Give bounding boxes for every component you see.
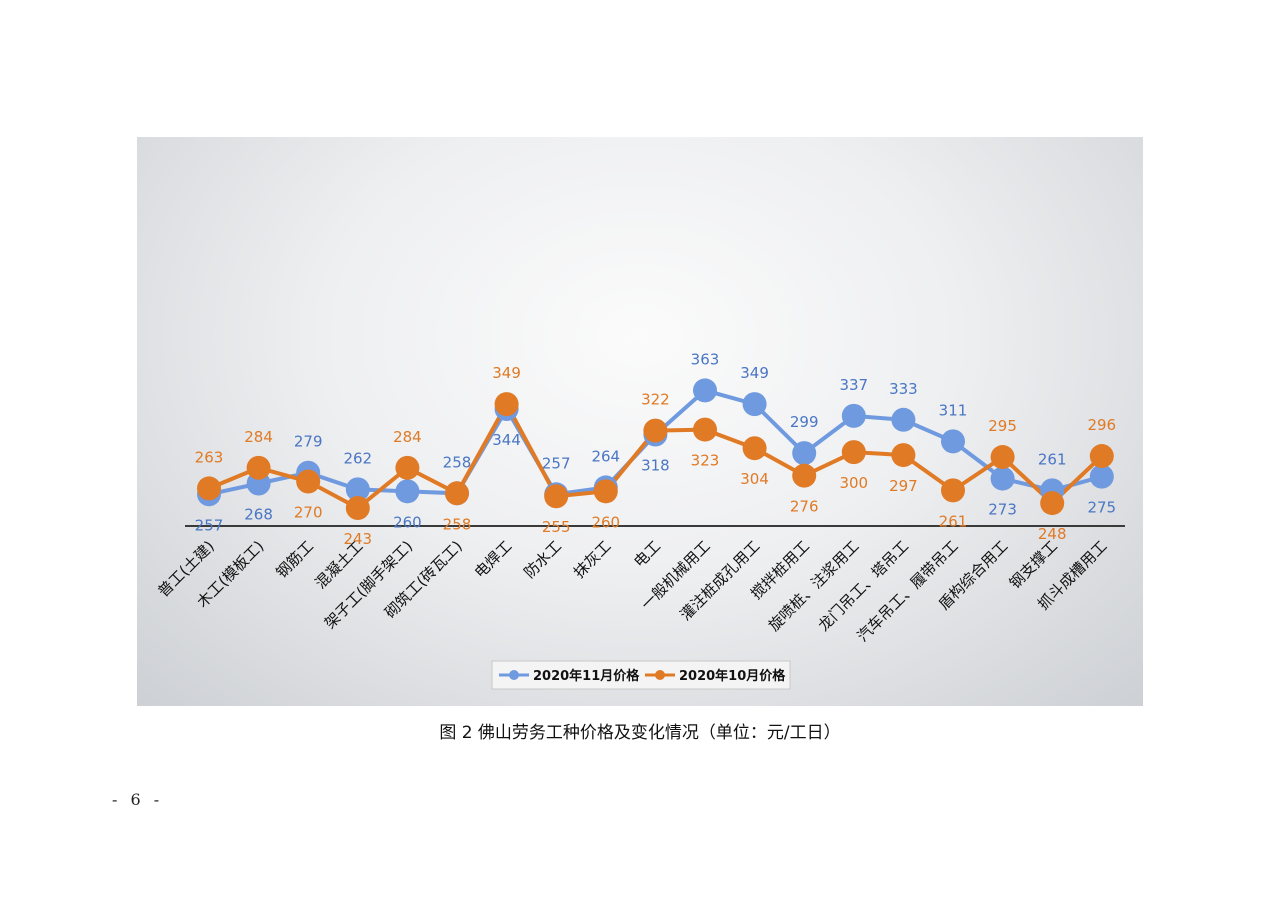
data-label-oct: 295 [988,417,1017,435]
data-label-nov: 311 [939,401,968,419]
legend-label-oct: 2020年10月价格 [679,668,786,684]
data-point-nov [693,378,717,403]
data-label-oct: 322 [641,391,670,409]
legend-box [491,660,791,690]
data-point-nov [941,429,965,454]
data-label-oct: 248 [1038,525,1067,543]
data-point-oct [494,392,519,417]
legend-label-nov: 2020年11月价格 [533,668,640,684]
data-label-nov: 279 [294,433,323,451]
data-label-oct: 304 [740,470,769,488]
data-point-oct [395,455,420,480]
data-label-nov: 257 [542,454,571,472]
data-label-oct: 284 [244,428,273,446]
chart-panel: 普工(土建) 木工(模板工) 钢筋工 混凝土工 架子工(脚手架工) 砌筑工(砖瓦工) 电焊工… [137,137,1143,706]
data-point-oct [693,417,717,442]
data-label-oct: 349 [492,364,521,382]
data-label-nov: 273 [988,501,1017,519]
x-tick-label: 架子工(脚手架工) [321,537,416,632]
data-point-oct [445,481,469,506]
data-point-oct [197,476,221,501]
data-label-oct: 276 [790,498,819,516]
page-number: - 6 - [112,790,164,809]
data-label-oct: 258 [443,515,472,533]
data-label-oct: 261 [939,512,968,530]
data-point-oct [345,496,370,520]
data-label-oct: 296 [1087,416,1116,434]
data-point-nov [395,479,420,504]
data-point-oct [296,469,321,494]
data-point-oct [544,484,569,509]
data-label-nov: 333 [889,380,918,398]
data-point-oct [891,443,916,468]
data-label-nov: 344 [492,431,521,449]
legend-marker-oct [655,670,665,680]
data-label-oct: 300 [839,474,868,492]
data-point-nov [891,407,916,432]
data-point-oct [246,455,271,480]
data-label-nov: 337 [839,376,868,394]
x-tick-label: 抹灰工 [570,537,615,582]
data-point-nov [742,392,767,417]
figure-caption: 图 2 佛山劳务工种价格及变化情况（单位：元/工日） [439,723,841,743]
data-label-oct: 255 [542,518,571,536]
data-point-oct [841,440,866,465]
legend-marker-nov [509,670,519,680]
data-point-oct [792,463,817,488]
data-point-nov [345,477,370,502]
x-tick-label: 钢筋工 [272,537,317,582]
data-label-oct: 260 [591,513,620,531]
data-label-oct: 323 [691,452,720,470]
x-tick-label: 电焊工 [471,537,516,582]
data-point-oct [990,445,1015,470]
data-point-nov [1089,464,1114,489]
data-label-nov: 318 [641,457,670,475]
x-tick-label: 电工 [630,537,664,571]
x-tick-label: 防水工 [520,537,565,582]
data-label-nov: 257 [195,516,224,534]
x-tick-label: 旋喷桩、注浆用工 [765,537,863,635]
data-point-oct [593,479,618,504]
data-label-nov: 264 [591,447,620,465]
data-label-nov: 261 [1038,450,1067,468]
data-label-oct: 284 [393,428,422,446]
data-label-nov: 268 [244,506,273,524]
data-point-nov [792,441,817,466]
data-label-oct: 297 [889,477,918,495]
data-label-nov: 299 [790,413,819,431]
x-tick-label: 龙门吊工、塔吊工 [815,537,913,635]
data-point-oct [1040,491,1065,516]
data-label-nov: 260 [393,513,422,531]
data-label-nov: 363 [691,350,720,368]
data-point-nov [841,403,866,428]
data-point-nov [990,466,1015,491]
data-point-oct [1089,444,1114,469]
data-label-nov: 262 [343,449,372,467]
data-point-oct [643,418,668,443]
data-point-oct [941,478,965,503]
data-label-oct: 263 [195,448,224,466]
legend: 2020年11月价格 2020年10月价格 [491,660,791,690]
data-label-nov: 349 [740,364,769,382]
data-label-nov: 275 [1087,499,1116,517]
data-label-nov: 258 [443,453,472,471]
data-label-oct: 270 [294,504,323,522]
data-label-oct: 243 [343,530,372,548]
data-point-oct [742,436,767,461]
